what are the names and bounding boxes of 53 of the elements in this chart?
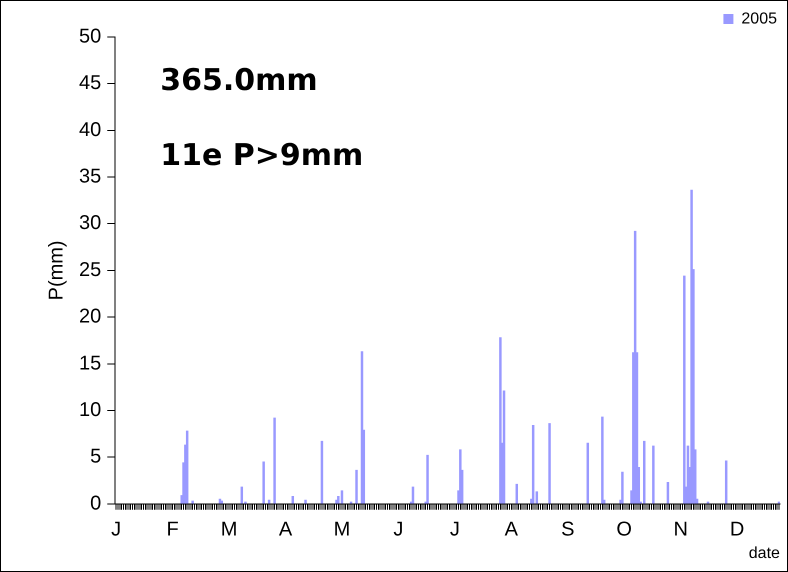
annotation: 11e P>9mm	[160, 138, 364, 173]
x-tick-label: A	[278, 518, 293, 540]
bar	[666, 482, 670, 504]
bar	[304, 500, 307, 504]
y-tick-label: 25	[78, 258, 102, 281]
bar	[683, 276, 686, 504]
bar	[355, 470, 358, 504]
y-tick-label: 10	[78, 398, 102, 421]
bar	[268, 500, 270, 504]
y-tick-label: 45	[78, 72, 102, 94]
x-axis-title: date	[748, 544, 780, 562]
bar	[426, 454, 429, 504]
x-tick-label: M	[220, 518, 238, 540]
y-tick-label: 50	[78, 26, 102, 48]
bar	[652, 446, 655, 504]
x-tick-label: J	[450, 518, 460, 540]
bar	[548, 423, 551, 504]
bar	[186, 430, 188, 504]
x-tick-label: A	[504, 518, 519, 540]
x-tick-label: J	[393, 518, 404, 540]
y-tick-label: 20	[78, 306, 102, 328]
bar	[643, 440, 646, 504]
bar	[586, 442, 590, 504]
bar	[262, 461, 265, 504]
bar	[499, 337, 502, 504]
x-tick-label: F	[166, 518, 179, 540]
y-axis-title: P(mm)	[46, 240, 68, 300]
bar	[273, 418, 276, 504]
bar	[621, 472, 624, 504]
bar	[240, 486, 244, 504]
x-tick-label: O	[616, 518, 632, 540]
x-tick-label: D	[730, 518, 744, 540]
y-tick-label: 35	[78, 166, 102, 188]
bar	[516, 484, 518, 504]
bar	[532, 425, 534, 504]
bar	[191, 500, 194, 504]
legend-label: 2005	[741, 10, 778, 28]
x-tick-label: M	[334, 518, 350, 540]
y-tick-label: 0	[90, 492, 102, 514]
annotation: 365.0mm	[160, 62, 318, 98]
x-tick-label: S	[561, 518, 574, 540]
bar	[601, 416, 604, 504]
x-tick-label: J	[111, 518, 122, 540]
bar	[412, 486, 414, 504]
y-tick-label: 40	[78, 118, 102, 141]
bar	[292, 496, 294, 504]
x-tick-label: N	[673, 518, 688, 540]
bar	[320, 440, 324, 504]
bar	[724, 460, 728, 504]
y-tick-label: 30	[78, 212, 102, 234]
y-tick-label: 5	[90, 446, 102, 468]
bar	[340, 490, 344, 504]
y-tick-label: 15	[78, 352, 102, 374]
